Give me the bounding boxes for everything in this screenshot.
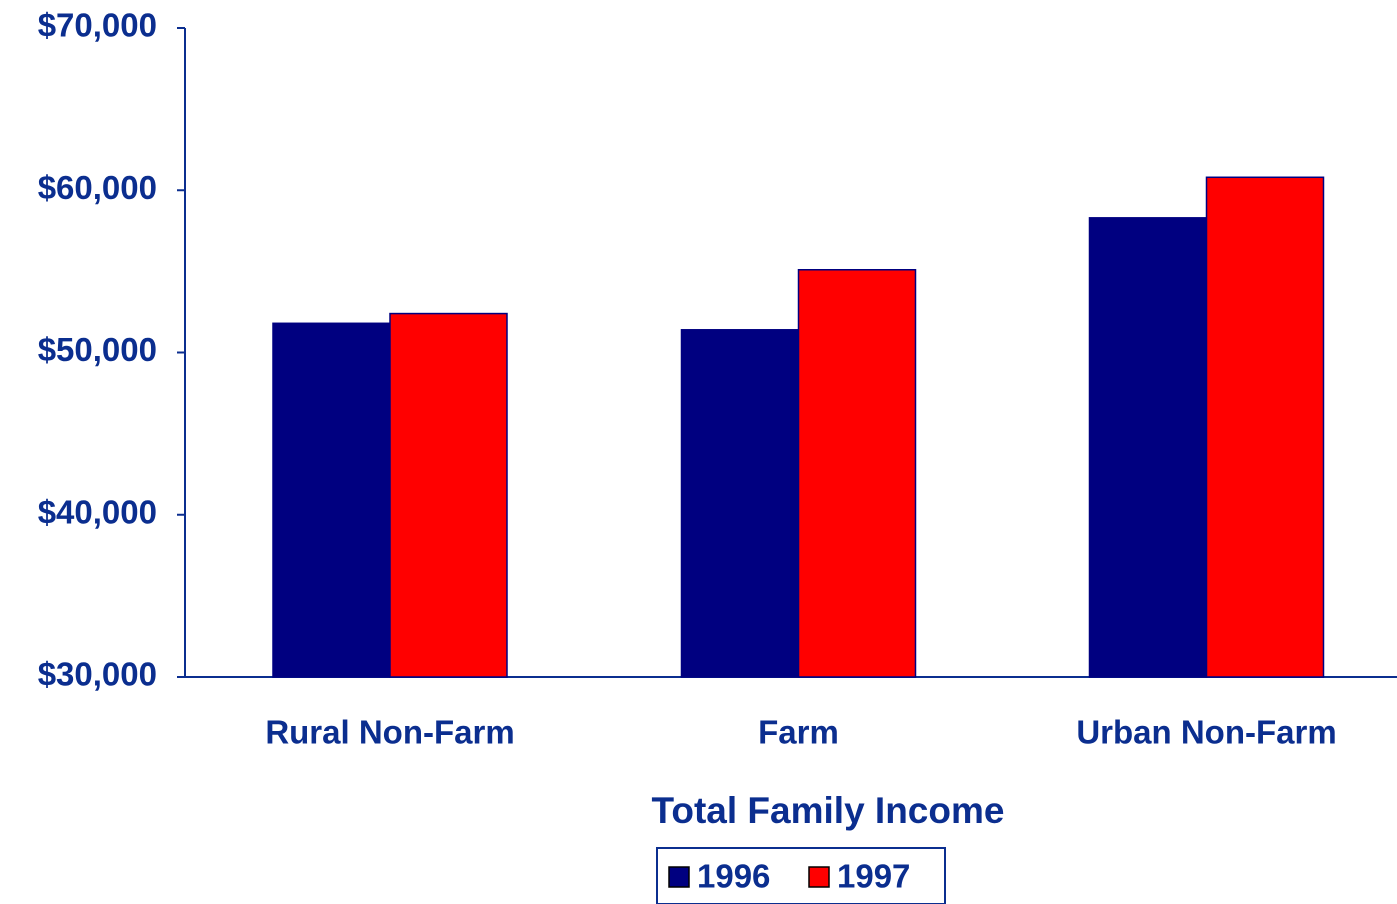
y-tick-label: $40,000 — [38, 493, 157, 530]
bar — [389, 312, 508, 678]
legend-label: 1996 — [697, 858, 770, 895]
bar — [1088, 217, 1208, 678]
y-tick-label: $60,000 — [38, 169, 157, 206]
y-tick-label: $70,000 — [38, 7, 157, 44]
x-axis-title: Total Family Income — [652, 790, 1005, 831]
y-tick-label: $50,000 — [38, 331, 157, 368]
x-tick-label: Urban Non-Farm — [1076, 714, 1336, 751]
legend-label: 1997 — [837, 858, 910, 895]
bar — [272, 322, 391, 678]
y-tick-label: $30,000 — [38, 656, 157, 693]
legend-swatch — [808, 866, 830, 888]
bar — [680, 329, 800, 678]
bar — [797, 269, 917, 678]
legend-swatch — [668, 866, 690, 888]
legend-box — [656, 847, 946, 904]
bar — [1205, 176, 1325, 678]
x-tick-label: Rural Non-Farm — [265, 714, 514, 751]
x-tick-label: Farm — [758, 714, 839, 751]
